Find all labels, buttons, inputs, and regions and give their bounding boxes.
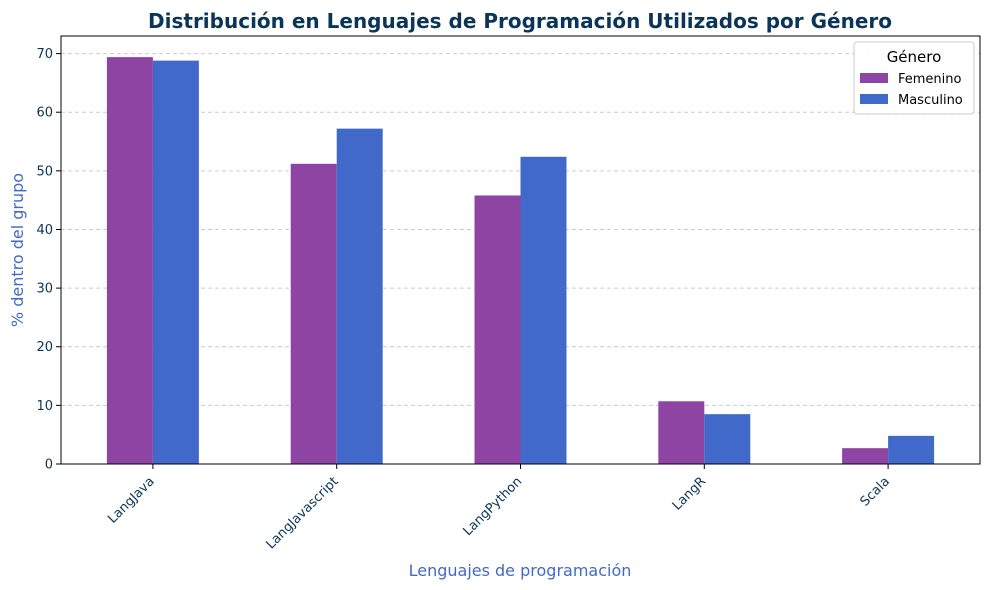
legend-swatch-femenino bbox=[860, 73, 888, 83]
y-axis-label: % dentro del grupo bbox=[8, 173, 27, 327]
legend-label-femenino: Femenino bbox=[898, 72, 962, 87]
x-tick-label: LangJavascript bbox=[263, 474, 341, 552]
x-tick-label: LangPython bbox=[460, 474, 525, 539]
y-axis-ticks: 0 10 20 30 40 50 60 70 bbox=[36, 47, 61, 473]
grid-lines bbox=[61, 53, 980, 406]
bar-masculino-langr bbox=[704, 414, 751, 464]
x-tick-label: Scala bbox=[858, 474, 893, 509]
bar-femenino-langjavascript bbox=[290, 163, 337, 464]
y-tick-label: 60 bbox=[36, 106, 53, 121]
bar-femenino-langjava bbox=[106, 57, 153, 465]
y-tick-label: 70 bbox=[36, 47, 53, 62]
y-tick-label: 0 bbox=[45, 458, 53, 473]
chart-title: Distribución en Lenguajes de Programació… bbox=[148, 9, 892, 33]
legend-swatch-masculino bbox=[860, 94, 888, 104]
x-axis-label: Lenguajes de programación bbox=[409, 561, 632, 580]
y-tick-label: 30 bbox=[36, 282, 53, 297]
y-tick-label: 40 bbox=[36, 223, 53, 238]
bar-masculino-langjava bbox=[152, 60, 199, 464]
bar-femenino-langr bbox=[658, 401, 705, 464]
y-tick-label: 50 bbox=[36, 164, 53, 179]
bar-masculino-langjavascript bbox=[336, 128, 383, 464]
plot-frame bbox=[60, 35, 981, 465]
legend-label-masculino: Masculino bbox=[898, 93, 963, 108]
y-tick-label: 10 bbox=[36, 399, 53, 414]
x-axis-ticks: LangJava LangJavascript LangPython LangR Sca… bbox=[105, 464, 893, 552]
bar-masculino-scala bbox=[888, 435, 935, 464]
legend: Género Femenino Masculino bbox=[853, 41, 975, 115]
bar-masculino-langpython bbox=[520, 156, 567, 464]
x-tick-label: LangR bbox=[670, 474, 709, 513]
y-tick-label: 20 bbox=[36, 340, 53, 355]
bar-femenino-langpython bbox=[474, 195, 521, 464]
x-tick-label: LangJava bbox=[105, 474, 157, 526]
bars bbox=[106, 57, 935, 465]
legend-title: Género bbox=[887, 48, 942, 66]
bar-femenino-scala bbox=[842, 448, 889, 464]
